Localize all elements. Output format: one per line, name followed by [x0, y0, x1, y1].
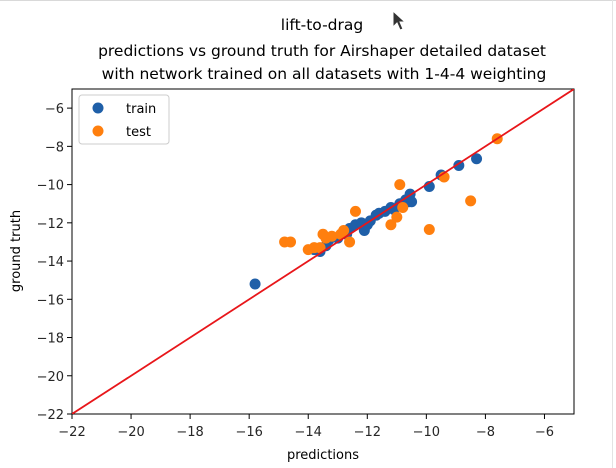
legend-marker-test: [92, 125, 104, 137]
data-point-test: [465, 195, 477, 207]
y-tick-label: −20: [37, 370, 64, 385]
data-point-test: [349, 205, 361, 217]
y-tick-label: −12: [37, 217, 64, 232]
x-axis: −22 −20 −18 −16 −14 −12 −10 −8 −6: [58, 414, 554, 440]
y-axis-label: ground truth: [9, 210, 24, 292]
legend-label-train: train: [126, 102, 156, 117]
x-tick-label: −16: [235, 425, 262, 440]
data-point-test: [423, 224, 435, 236]
y-tick-label: −18: [37, 332, 64, 347]
data-point-test: [397, 202, 409, 214]
y-tick-label: −16: [37, 293, 64, 308]
data-point-test: [314, 242, 326, 254]
y-tick-label: −22: [37, 408, 64, 423]
data-point-test: [344, 236, 356, 248]
x-tick-label: −6: [535, 425, 554, 440]
data-point-test: [285, 236, 297, 248]
data-point-train: [249, 278, 261, 290]
title-line-3: with network trained on all datasets wit…: [102, 65, 547, 83]
legend-label-test: test: [126, 125, 151, 140]
data-point-train: [471, 153, 483, 165]
data-point-test: [338, 224, 350, 236]
window-right-border: [612, 0, 613, 468]
x-tick-label: −8: [476, 425, 495, 440]
y-tick-label: −8: [45, 140, 64, 155]
x-tick-label: −18: [176, 425, 203, 440]
title-line-1: lift-to-drag: [281, 16, 363, 34]
x-axis-label: predictions: [287, 448, 359, 463]
identity-line: [72, 89, 574, 414]
data-point-test: [326, 230, 338, 242]
legend-marker-train: [92, 102, 104, 114]
x-tick-label: −14: [295, 425, 322, 440]
data-point-test: [394, 179, 406, 191]
legend: train test: [78, 94, 170, 145]
title-line-2: predictions vs ground truth for Airshape…: [98, 42, 546, 60]
x-tick-label: −22: [58, 425, 85, 440]
data-point-train: [406, 196, 418, 208]
chart-title: lift-to-drag predictions vs ground truth…: [98, 16, 546, 83]
data-point-test: [391, 211, 403, 223]
mouse-cursor-icon: [392, 10, 406, 31]
y-tick-label: −14: [37, 255, 64, 270]
plot-content: [72, 89, 574, 414]
x-tick-label: −20: [117, 425, 144, 440]
data-point-test: [385, 219, 397, 231]
y-axis: −22 −20 −18 −16 −14 −12 −10 −8 −6: [37, 102, 72, 423]
y-tick-label: −6: [45, 102, 64, 117]
y-tick-label: −10: [37, 179, 64, 194]
window-top-border: [0, 0, 616, 1]
x-tick-label: −10: [413, 425, 440, 440]
x-tick-label: −12: [354, 425, 381, 440]
